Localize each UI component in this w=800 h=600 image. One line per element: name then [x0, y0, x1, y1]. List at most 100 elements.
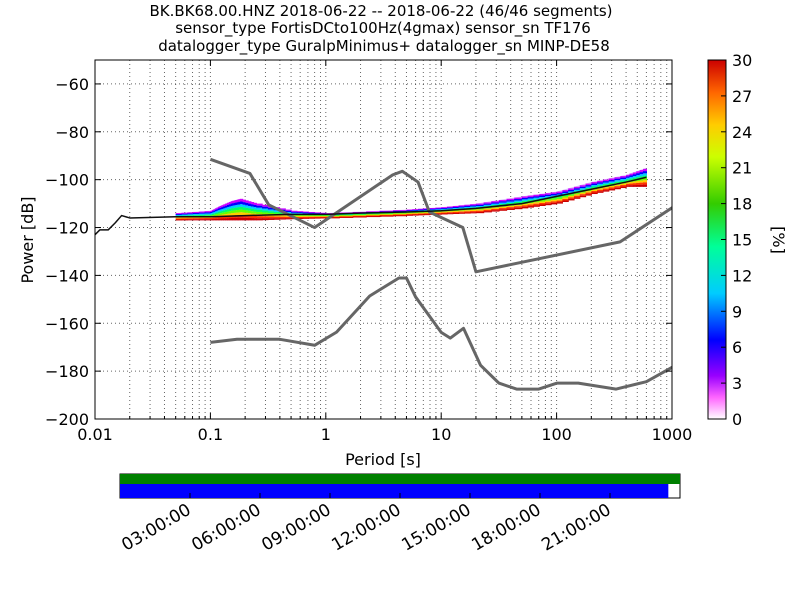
x-axis-label: Period [s]	[345, 450, 421, 469]
psd-density-cell	[639, 182, 644, 185]
psd-density-cell	[539, 195, 546, 198]
psd-density-cell	[527, 206, 535, 208]
psd-density-cell	[418, 213, 425, 215]
psd-density-cell	[302, 211, 310, 213]
psd-density-cell	[556, 200, 563, 203]
colorbar-tick-label: 18	[732, 195, 752, 214]
psd-density-cell	[314, 217, 321, 219]
psd-density-cell	[236, 217, 239, 221]
psd-density-cell	[539, 197, 546, 199]
psd-density-cell	[393, 215, 408, 217]
psd-density-cell	[236, 209, 239, 213]
psd-density-cell	[253, 202, 257, 205]
psd-density-cell	[181, 214, 188, 216]
psd-density-cell	[435, 209, 442, 211]
psd-density-cell	[302, 216, 310, 218]
psd-density-cell	[314, 216, 321, 218]
psd-density-cell	[239, 217, 244, 221]
y-axis-ticks: −60 −80 −100 −120 −140 −160 −180 −200	[45, 75, 672, 429]
psd-density-cell	[412, 212, 419, 214]
psd-density-cell	[614, 186, 621, 188]
psd-density-cell	[250, 206, 255, 209]
psd-density-cell	[550, 199, 558, 202]
psd-density-cell	[232, 200, 235, 204]
psd-density-cell	[352, 214, 367, 216]
psd-density-cell	[256, 216, 263, 219]
psd-density-cell	[573, 195, 581, 198]
title-line-1: BK.BK68.00.HNZ 2018-06-22 -- 2018-06-22 …	[149, 2, 612, 20]
psd-density-cell	[379, 210, 394, 212]
psd-density-cell	[213, 210, 216, 212]
psd-density-cell	[521, 205, 529, 207]
psd-density-cell	[614, 180, 621, 182]
psd-density-cell	[239, 204, 244, 207]
psd-density-cell	[267, 207, 275, 210]
psd-density-cell	[418, 214, 425, 216]
psd-density-cell	[423, 212, 431, 214]
psd-density-cell	[545, 203, 552, 206]
psd-density-cell	[256, 205, 263, 208]
psd-density-cell	[248, 217, 252, 221]
psd-density-cell	[211, 213, 215, 216]
psd-density-cell	[643, 180, 647, 183]
psd-density-cell	[568, 194, 575, 196]
psd-density-cell	[175, 213, 183, 215]
psd-density-cell	[279, 208, 286, 210]
psd-density-cell	[262, 216, 269, 219]
psd-density-cell	[429, 211, 437, 213]
psd-density-cell	[352, 216, 367, 218]
psd-density-cell	[291, 211, 298, 213]
psd-density-cell	[211, 212, 215, 214]
psd-density-cell	[228, 213, 232, 216]
psd-density-cell	[464, 210, 471, 212]
psd-density-cell	[514, 197, 523, 200]
psd-density-cell	[643, 177, 647, 181]
psd-density-cell	[602, 184, 610, 186]
psd-density-cell	[506, 201, 515, 204]
psd-density-cell	[585, 186, 592, 189]
psd-density-cell	[232, 213, 235, 216]
psd-density-cell	[181, 213, 188, 215]
psd-density-cell	[585, 185, 592, 187]
psd-density-cell	[198, 219, 206, 221]
psd-density-cell	[527, 200, 535, 202]
psd-density-cell	[221, 205, 224, 208]
colorbar-tick-label: 21	[732, 159, 752, 178]
psd-density-cell	[198, 218, 206, 220]
psd-density-cell	[232, 208, 235, 211]
psd-density-cell	[308, 216, 315, 218]
psd-density-cell	[573, 188, 581, 190]
psd-density-cell	[250, 213, 255, 216]
psd-density-cell	[204, 212, 211, 214]
psd-density-cell	[245, 210, 249, 213]
psd-density-cell	[379, 215, 394, 217]
series-nhnm	[209, 157, 672, 274]
psd-density-cell	[250, 215, 255, 219]
title-line-2: sensor_type FortisDCto100Hz(4gmax) senso…	[175, 19, 591, 38]
psd-density-cell	[573, 186, 581, 189]
psd-density-cell	[226, 202, 230, 205]
psd-density-cell	[225, 209, 228, 212]
y-tick-label: −100	[45, 171, 89, 190]
psd-density-cell	[533, 194, 540, 197]
psd-density-cell	[556, 191, 563, 194]
psd-density-cell	[248, 203, 252, 206]
psd-density-cell	[262, 218, 269, 221]
psd-density-cell	[483, 204, 492, 207]
psd-density-cell	[238, 199, 241, 202]
psd-density-cell	[232, 217, 235, 221]
psd-density-cell	[250, 211, 255, 214]
psd-density-cell	[175, 219, 183, 221]
psd-density-cell	[366, 213, 381, 215]
psd-density-cell	[506, 208, 515, 210]
psd-density-cell	[452, 212, 460, 214]
psd-density-cell	[236, 212, 239, 216]
psd-density-cell	[198, 217, 206, 219]
colorbar-tick-label: 30	[732, 51, 752, 70]
psd-density-cell	[366, 216, 381, 218]
psd-density-cell	[573, 194, 581, 196]
psd-density-cell	[248, 208, 252, 211]
psd-density-cell	[632, 183, 637, 186]
psd-density-cell	[470, 206, 477, 208]
